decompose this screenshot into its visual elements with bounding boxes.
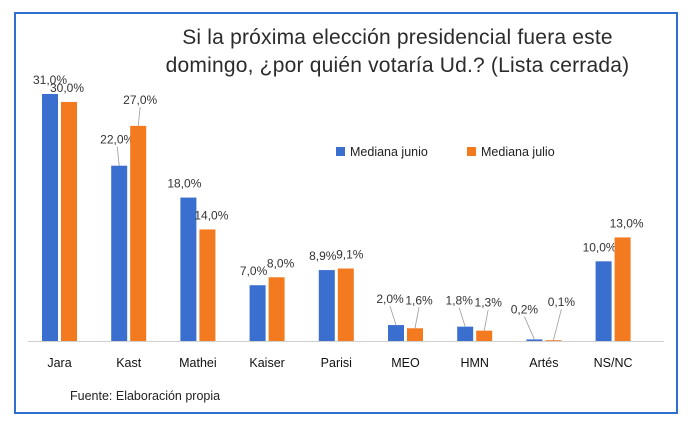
data-label: 1,8% <box>446 294 474 308</box>
data-label: 8,9% <box>309 249 337 263</box>
data-label-leader <box>524 316 535 340</box>
data-label: 18,0% <box>167 177 201 191</box>
x-tick-label: HMN <box>460 356 488 370</box>
x-tick-label: MEO <box>391 356 420 370</box>
data-label: 10,0% <box>583 240 617 254</box>
data-label-leader <box>483 309 489 331</box>
data-label: 7,0% <box>240 264 268 278</box>
data-label: 14,0% <box>194 208 228 222</box>
bar-julio-mathei <box>199 229 216 341</box>
data-label: 22,0% <box>100 133 134 147</box>
legend-label: Mediana julio <box>481 145 555 159</box>
bar-junio-meo <box>388 325 404 341</box>
x-tick-label: Kast <box>116 356 142 370</box>
data-label: 1,3% <box>475 296 503 310</box>
bar-julio-meo <box>407 328 423 341</box>
chart-title: Si la próxima elección presidencial fuer… <box>120 24 675 80</box>
chart-title-line-1: Si la próxima elección presidencial fuer… <box>182 26 613 49</box>
bar-junio-hmn <box>457 326 474 341</box>
bar-junio-kast <box>111 165 128 341</box>
source-note: Fuente: Elaboración propia <box>70 389 221 403</box>
bar-junio-mathei <box>180 197 197 341</box>
bar-junio-jara <box>42 94 58 341</box>
chart-title-line-2: domingo, ¿por quién votaría Ud.? (Lista … <box>165 54 630 77</box>
data-label: 2,0% <box>376 292 404 306</box>
data-label: 9,1% <box>336 247 364 261</box>
data-label-leader <box>389 305 397 326</box>
data-label-leader <box>553 309 562 341</box>
bar-julio-hmn <box>476 330 493 341</box>
bar-junio-nsnc <box>595 261 612 341</box>
x-tick-label: Kaiser <box>249 356 284 370</box>
bar-julio-jara <box>61 101 77 341</box>
x-tick-label: Parisi <box>321 356 352 370</box>
x-tick-label: NS/NC <box>594 356 633 370</box>
x-tick-label: Artés <box>529 356 558 370</box>
data-label: 1,6% <box>405 293 433 307</box>
x-tick-label: Jara <box>47 356 71 370</box>
bar-junio-arts <box>526 339 543 341</box>
data-label: 31,0% <box>33 73 67 87</box>
data-label: 0,2% <box>511 302 539 316</box>
data-label: 0,1% <box>548 295 576 309</box>
legend-swatch <box>467 147 476 156</box>
data-label-leader <box>116 146 120 166</box>
bar-julio-nsnc <box>614 237 631 341</box>
data-label: 30,0% <box>50 81 84 95</box>
bar-junio-parisi <box>318 270 335 341</box>
data-label: 27,0% <box>123 93 157 107</box>
bar-julio-kaiser <box>268 277 285 341</box>
data-label-leader <box>414 307 420 329</box>
data-label: 8,0% <box>267 256 295 270</box>
bar-junio-kaiser <box>249 285 266 341</box>
legend-swatch <box>336 147 345 156</box>
bar-julio-parisi <box>337 268 354 341</box>
bar-julio-kast <box>130 125 147 341</box>
x-tick-label: Mathei <box>179 356 217 370</box>
bar-julio-arts <box>545 340 562 341</box>
data-label-leader <box>458 307 466 327</box>
data-label-leader <box>137 106 141 126</box>
legend-label: Mediana junio <box>350 145 428 159</box>
data-label: 13,0% <box>610 216 644 230</box>
